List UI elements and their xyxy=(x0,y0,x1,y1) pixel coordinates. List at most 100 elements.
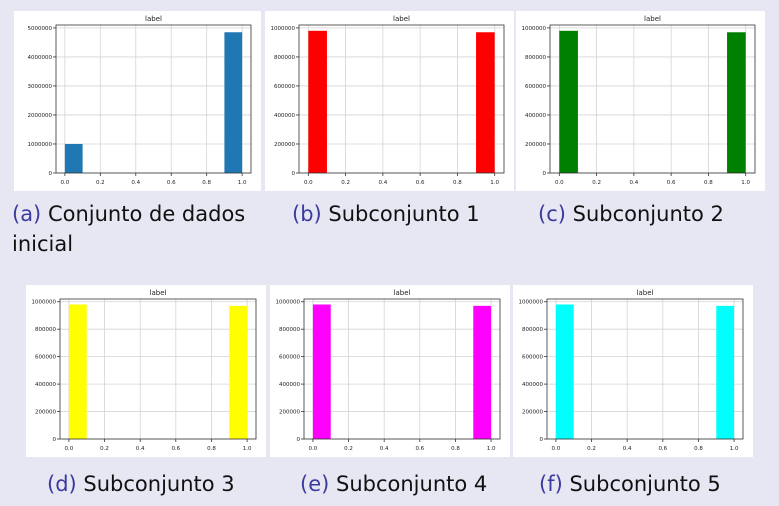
y-tick-label: 5000000 xyxy=(28,26,53,32)
x-tick-label: 0.4 xyxy=(378,180,387,186)
plot-frame xyxy=(549,24,756,174)
caption-label-f: (f) xyxy=(539,472,563,496)
y-tick-label: 800000 xyxy=(522,327,543,333)
x-tick-label: 0.2 xyxy=(344,446,353,452)
x-tick-label: 0.6 xyxy=(415,446,424,452)
bar-c-1 xyxy=(727,32,746,174)
y-tick-label: 1000000 xyxy=(519,300,544,306)
bar-b-0 xyxy=(308,30,327,173)
x-tick-label: 0.6 xyxy=(658,446,667,452)
y-tick-label: 400000 xyxy=(274,113,295,119)
chart-title: label xyxy=(150,289,167,297)
x-tick-label: 0.6 xyxy=(171,446,180,452)
y-tick-label: 200000 xyxy=(522,410,543,416)
y-tick-label: 1000000 xyxy=(271,26,296,32)
bar-a-1 xyxy=(224,32,243,174)
x-tick-label: 0.2 xyxy=(341,180,350,186)
x-tick-label: 0.0 xyxy=(65,446,74,452)
x-tick-label: 0.0 xyxy=(309,446,318,452)
y-tick-label: 0 xyxy=(53,437,57,443)
x-tick-label: 0.2 xyxy=(96,180,105,186)
bar-f-1 xyxy=(716,305,735,439)
y-tick-label: 1000000 xyxy=(32,300,57,306)
x-tick-label: 0.0 xyxy=(60,180,69,186)
chart-panel-a: 0.0 0.2 0.4 0.6 0.8 1.0 0 1000000 2000000 3000000… xyxy=(14,11,261,191)
y-tick-label: 0 xyxy=(49,171,53,177)
chart-panel-d: 0.0 0.2 0.4 0.6 0.8 1.0 0 200000 400000 600000 800… xyxy=(26,285,266,457)
histogram-chart-c: 0.0 0.2 0.4 0.6 0.8 1.0 0 200000 400000 600000 800… xyxy=(522,15,756,186)
chart-panel-c: 0.0 0.2 0.4 0.6 0.8 1.0 0 200000 400000 600000 800… xyxy=(516,11,765,191)
caption-a: (a) Conjunto de dados inicial xyxy=(12,199,262,259)
y-tick-label: 0 xyxy=(540,437,544,443)
x-tick-label: 1.0 xyxy=(487,446,496,452)
y-tick-label: 4000000 xyxy=(28,55,53,61)
y-tick-label: 2000000 xyxy=(28,113,53,119)
y-tick-label: 400000 xyxy=(522,382,543,388)
histogram-chart-a: 0.0 0.2 0.4 0.6 0.8 1.0 0 1000000 2000000 3000000… xyxy=(28,15,252,186)
y-tick-label: 600000 xyxy=(522,355,543,361)
chart-panel-b: 0.0 0.2 0.4 0.6 0.8 1.0 0 200000 400000 600000 800… xyxy=(265,11,514,191)
bar-e-0 xyxy=(312,304,331,439)
y-tick-label: 0 xyxy=(543,171,547,177)
y-tick-label: 1000000 xyxy=(28,142,53,148)
y-tick-label: 400000 xyxy=(279,382,300,388)
y-tick-label: 200000 xyxy=(274,142,295,148)
y-tick-label: 0 xyxy=(297,437,301,443)
y-tick-label: 800000 xyxy=(274,55,295,61)
plot-frame xyxy=(298,24,505,174)
chart-panel-f: 0.0 0.2 0.4 0.6 0.8 1.0 0 200000 400000 600000 800… xyxy=(513,285,753,457)
y-tick-label: 600000 xyxy=(274,84,295,90)
x-tick-label: 0.8 xyxy=(202,180,211,186)
chart-title: label xyxy=(393,15,410,23)
y-tick-label: 800000 xyxy=(35,327,56,333)
x-tick-label: 0.2 xyxy=(100,446,109,452)
bar-f-0 xyxy=(555,304,574,439)
x-tick-label: 0.0 xyxy=(304,180,313,186)
x-tick-label: 0.4 xyxy=(629,180,638,186)
y-tick-label: 600000 xyxy=(35,355,56,361)
x-tick-label: 0.8 xyxy=(694,446,703,452)
caption-label-d: (d) xyxy=(47,472,77,496)
caption-c: (c) Subconjunto 2 xyxy=(538,199,724,229)
chart-title: label xyxy=(637,289,654,297)
y-tick-label: 800000 xyxy=(279,327,300,333)
x-tick-label: 1.0 xyxy=(238,180,247,186)
chart-title: label xyxy=(394,289,411,297)
caption-text-e: Subconjunto 4 xyxy=(336,472,488,496)
x-tick-label: 0.6 xyxy=(667,180,676,186)
x-tick-label: 0.2 xyxy=(592,180,601,186)
x-tick-label: 1.0 xyxy=(243,446,252,452)
x-tick-label: 0.8 xyxy=(704,180,713,186)
plot-frame xyxy=(546,298,744,440)
caption-b: (b) Subconjunto 1 xyxy=(292,199,480,229)
histogram-chart-b: 0.0 0.2 0.4 0.6 0.8 1.0 0 200000 400000 600000 800… xyxy=(271,15,505,186)
x-tick-label: 0.8 xyxy=(453,180,462,186)
histogram-chart-d: 0.0 0.2 0.4 0.6 0.8 1.0 0 200000 400000 600000 800… xyxy=(32,289,257,452)
y-tick-label: 600000 xyxy=(279,355,300,361)
bar-c-0 xyxy=(559,30,578,173)
caption-label-b: (b) xyxy=(292,202,322,226)
y-tick-label: 200000 xyxy=(525,142,546,148)
caption-text-c: Subconjunto 2 xyxy=(572,202,724,226)
plot-frame xyxy=(59,298,257,440)
histogram-chart-e: 0.0 0.2 0.4 0.6 0.8 1.0 0 200000 400000 600000 800… xyxy=(276,289,501,452)
bar-d-1 xyxy=(229,305,248,439)
x-tick-label: 1.0 xyxy=(730,446,739,452)
caption-label-a: (a) xyxy=(12,202,42,226)
histogram-chart-f: 0.0 0.2 0.4 0.6 0.8 1.0 0 200000 400000 600000 800… xyxy=(519,289,744,452)
x-tick-label: 0.4 xyxy=(131,180,140,186)
x-tick-label: 0.0 xyxy=(555,180,564,186)
caption-text-b: Subconjunto 1 xyxy=(328,202,480,226)
x-tick-label: 0.6 xyxy=(416,180,425,186)
x-tick-label: 1.0 xyxy=(490,180,499,186)
y-tick-label: 400000 xyxy=(525,113,546,119)
x-tick-label: 0.0 xyxy=(552,446,561,452)
caption-text-a: Conjunto de dados inicial xyxy=(12,202,246,256)
caption-text-d: Subconjunto 3 xyxy=(83,472,235,496)
y-tick-label: 400000 xyxy=(35,382,56,388)
x-tick-label: 0.8 xyxy=(451,446,460,452)
y-tick-label: 0 xyxy=(292,171,296,177)
y-tick-label: 600000 xyxy=(525,84,546,90)
caption-label-e: (e) xyxy=(300,472,330,496)
y-tick-label: 200000 xyxy=(279,410,300,416)
